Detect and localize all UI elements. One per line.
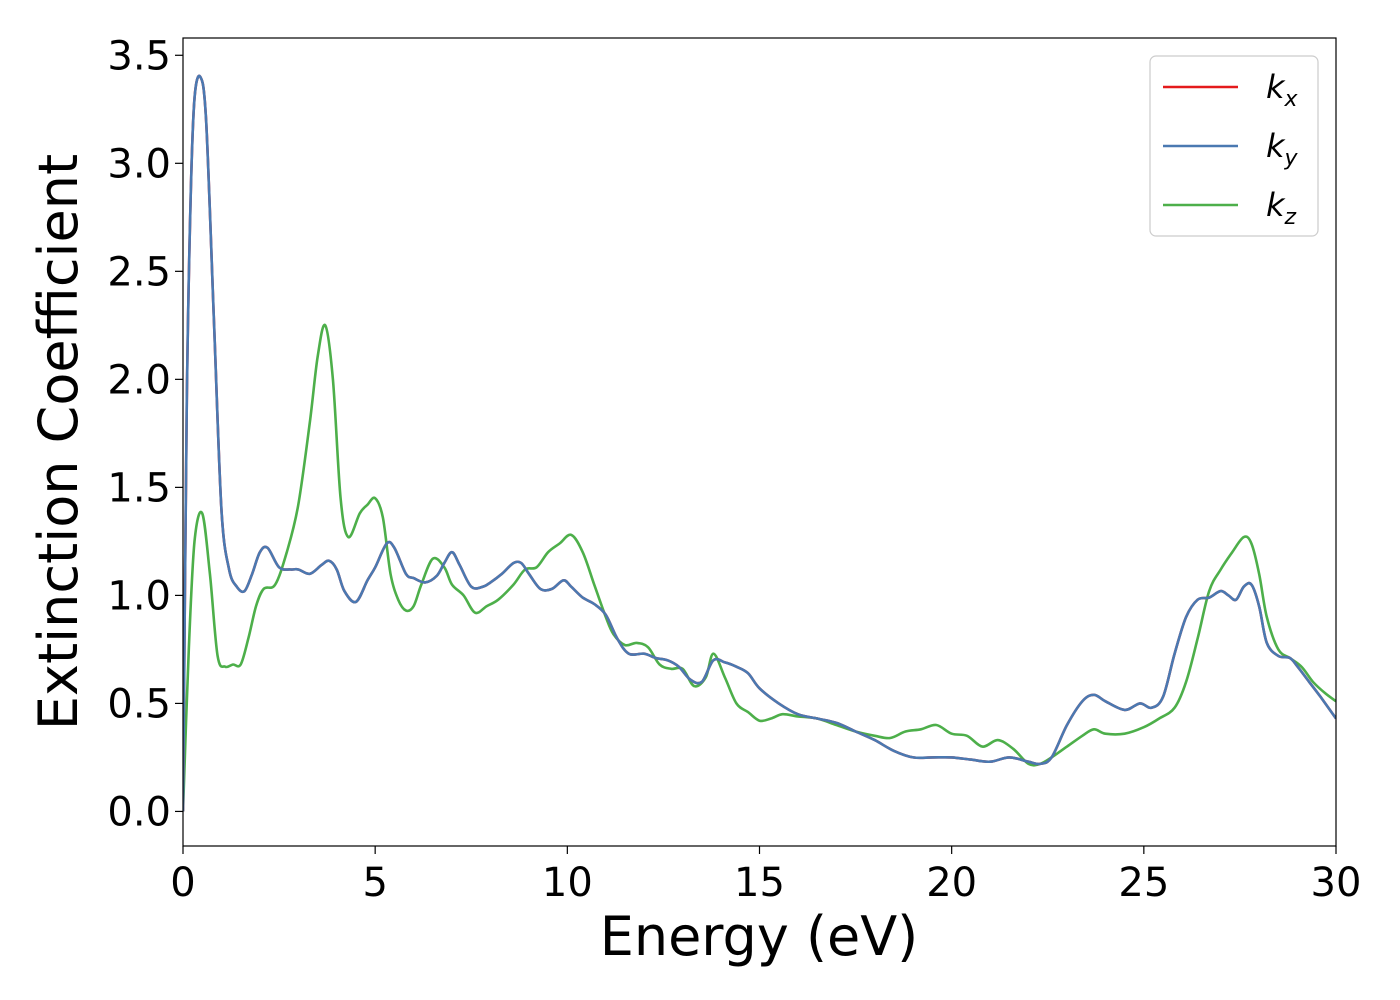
series-line-y [183, 74, 1336, 812]
y-axis: 0.0 0.5 1.0 1.5 2.0 2.5 3.0 3.5 [107, 33, 183, 835]
plot-background [183, 38, 1336, 846]
x-tick-label: 0 [170, 860, 195, 906]
legend-label-x: kx [1266, 68, 1299, 112]
y-tick-label: 3.5 [107, 33, 171, 79]
legend-label-z: kz [1266, 186, 1297, 230]
y-tick-label: 3.0 [107, 141, 171, 187]
series-layer [183, 74, 1336, 812]
y-tick-label: 0.5 [107, 681, 171, 727]
legend-label-sub: x [1284, 87, 1299, 112]
y-tick-label: 0.0 [107, 789, 171, 835]
x-tick-label: 20 [926, 860, 977, 906]
y-tick-label: 2.0 [107, 357, 171, 403]
legend-label-y: ky [1266, 127, 1299, 171]
legend-label-main: k [1266, 68, 1286, 106]
x-axis-title: Energy (eV) [600, 905, 919, 968]
y-tick-label: 1.0 [107, 573, 171, 619]
x-tick-label: 5 [362, 860, 387, 906]
x-axis: 0 5 10 15 20 25 30 [170, 846, 1361, 906]
y-axis-title: Extinction Coefficient [27, 154, 90, 730]
legend-label-sub: y [1284, 146, 1299, 171]
y-tick-label: 2.5 [107, 249, 171, 295]
y-tick-label: 1.5 [107, 465, 171, 511]
x-tick-label: 30 [1311, 860, 1362, 906]
legend-label-main: k [1266, 186, 1286, 224]
x-tick-label: 25 [1118, 860, 1169, 906]
series-line-z [183, 323, 1336, 812]
legend-label-sub: z [1284, 205, 1297, 230]
legend-label-main: k [1266, 127, 1286, 165]
x-tick-label: 15 [734, 860, 785, 906]
x-tick-label: 10 [542, 860, 593, 906]
